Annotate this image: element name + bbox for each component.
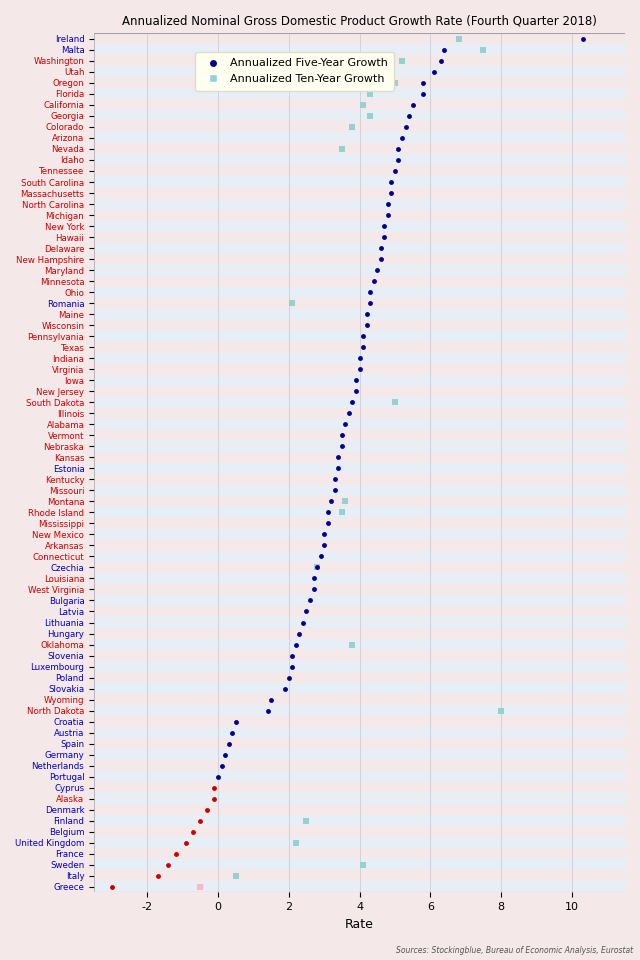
Bar <box>94 452 625 463</box>
Bar <box>94 330 625 342</box>
Bar <box>94 595 625 606</box>
Bar <box>94 221 625 231</box>
Bar <box>94 859 625 871</box>
Bar <box>94 485 625 496</box>
Bar <box>94 386 625 396</box>
Bar <box>94 684 625 694</box>
Bar <box>94 155 625 165</box>
Bar <box>94 177 625 187</box>
X-axis label: Rate: Rate <box>345 918 374 930</box>
Bar <box>94 672 625 684</box>
Bar <box>94 44 625 56</box>
Bar <box>94 66 625 78</box>
Bar <box>94 253 625 265</box>
Bar <box>94 342 625 352</box>
Bar <box>94 110 625 121</box>
Bar <box>94 694 625 705</box>
Bar <box>94 396 625 408</box>
Bar <box>94 738 625 749</box>
Bar <box>94 716 625 727</box>
Bar <box>94 529 625 540</box>
Bar <box>94 573 625 584</box>
Bar <box>94 276 625 287</box>
Bar <box>94 639 625 650</box>
Bar <box>94 749 625 760</box>
Bar <box>94 309 625 320</box>
Bar <box>94 298 625 309</box>
Bar <box>94 231 625 243</box>
Bar <box>94 374 625 386</box>
Bar <box>94 441 625 452</box>
Bar <box>94 815 625 827</box>
Bar <box>94 606 625 617</box>
Bar <box>94 650 625 661</box>
Legend: Annualized Five-Year Growth, Annualized Ten-Year Growth: Annualized Five-Year Growth, Annualized … <box>195 52 394 90</box>
Text: Sources: Stockingblue, Bureau of Economic Analysis, Eurostat: Sources: Stockingblue, Bureau of Economi… <box>396 947 634 955</box>
Bar <box>94 165 625 177</box>
Bar <box>94 881 625 893</box>
Bar <box>94 100 625 110</box>
Bar <box>94 132 625 143</box>
Bar <box>94 199 625 209</box>
Bar <box>94 628 625 639</box>
Bar <box>94 419 625 430</box>
Bar <box>94 617 625 628</box>
Bar <box>94 364 625 374</box>
Bar <box>94 474 625 485</box>
Bar <box>94 771 625 782</box>
Bar <box>94 121 625 132</box>
Bar <box>94 727 625 738</box>
Bar <box>94 584 625 595</box>
Bar <box>94 661 625 672</box>
Bar <box>94 517 625 529</box>
Bar <box>94 34 625 44</box>
Bar <box>94 562 625 573</box>
Bar <box>94 287 625 298</box>
Bar <box>94 56 625 66</box>
Bar <box>94 265 625 276</box>
Bar <box>94 496 625 507</box>
Bar <box>94 78 625 88</box>
Bar <box>94 463 625 474</box>
Bar <box>94 320 625 330</box>
Bar <box>94 540 625 551</box>
Bar <box>94 871 625 881</box>
Bar <box>94 705 625 716</box>
Bar <box>94 143 625 155</box>
Bar <box>94 243 625 253</box>
Bar <box>94 782 625 793</box>
Title: Annualized Nominal Gross Domestic Product Growth Rate (Fourth Quarter 2018): Annualized Nominal Gross Domestic Produc… <box>122 15 597 28</box>
Bar <box>94 209 625 221</box>
Bar <box>94 793 625 804</box>
Bar <box>94 760 625 771</box>
Bar <box>94 827 625 837</box>
Bar <box>94 507 625 517</box>
Bar <box>94 352 625 364</box>
Bar <box>94 187 625 199</box>
Bar <box>94 804 625 815</box>
Bar <box>94 88 625 100</box>
Bar <box>94 551 625 562</box>
Bar <box>94 849 625 859</box>
Bar <box>94 430 625 441</box>
Bar <box>94 408 625 419</box>
Bar <box>94 837 625 849</box>
